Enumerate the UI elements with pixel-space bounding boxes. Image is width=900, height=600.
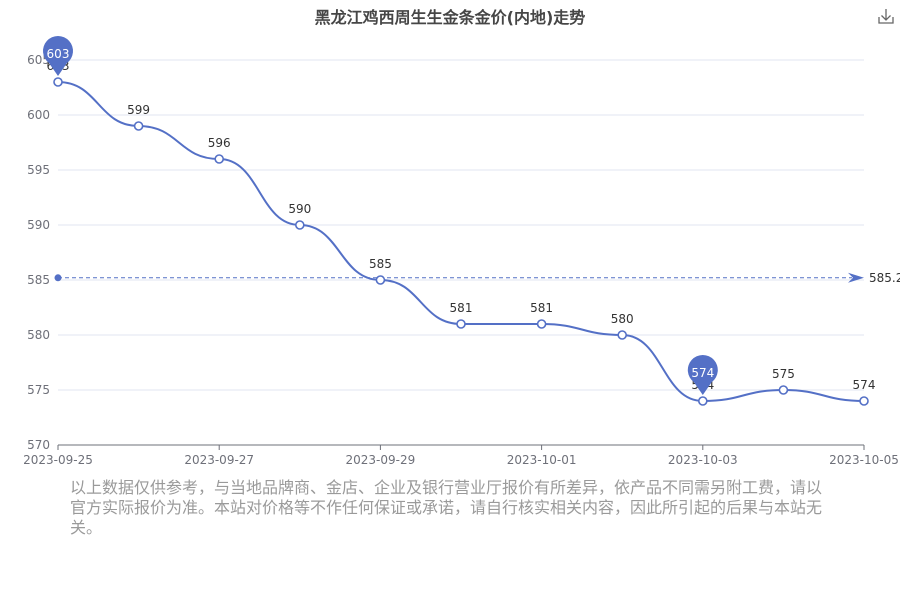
data-point — [294, 220, 305, 230]
y-tick-label: 575 — [27, 383, 50, 397]
chart-title: 黑龙江鸡西周生生金条金价(内地)走势 — [314, 8, 586, 27]
data-label: 574 — [853, 378, 876, 392]
data-point — [536, 319, 547, 329]
min-marker-pin — [687, 355, 718, 395]
y-tick-label: 580 — [27, 328, 50, 342]
data-label: 581 — [530, 301, 553, 315]
data-point — [375, 275, 386, 285]
y-tick-label: 600 — [27, 108, 50, 122]
data-label: 575 — [772, 367, 795, 381]
data-point — [697, 396, 708, 406]
max-marker-pin-label: 603 — [47, 47, 70, 61]
data-point — [214, 154, 224, 164]
y-tick-label: 570 — [27, 438, 50, 452]
max-marker-pin — [43, 36, 73, 76]
data-label: 580 — [611, 312, 634, 326]
y-tick-label: 595 — [27, 163, 50, 177]
data-label: 599 — [127, 103, 150, 117]
data-point — [617, 330, 628, 340]
x-tick-label: 2023-09-25 — [23, 453, 93, 467]
data-label: 590 — [288, 202, 311, 216]
data-label: 581 — [450, 301, 473, 315]
data-label: 585 — [369, 257, 392, 271]
x-tick-label: 2023-10-01 — [507, 453, 577, 467]
data-point — [456, 319, 466, 329]
series-line — [57, 81, 865, 403]
x-tick-label: 2023-10-05 — [829, 453, 899, 467]
data-point — [53, 77, 63, 87]
x-tick-label: 2023-09-27 — [184, 453, 254, 467]
average-line-label: 585.2 — [869, 271, 900, 285]
x-tick-label: 2023-10-03 — [668, 453, 738, 467]
y-tick-label: 590 — [27, 218, 50, 232]
min-marker-pin-label: 574 — [691, 366, 714, 380]
data-point — [859, 396, 869, 406]
disclaimer-text: 以上数据仅供参考，与当地品牌商、金店、企业及银行营业厅报价有所差异，依产品不同需… — [70, 478, 823, 537]
x-tick-label: 2023-09-29 — [346, 453, 416, 467]
data-label: 596 — [208, 136, 231, 150]
data-point — [778, 385, 789, 395]
y-tick-label: 585 — [27, 273, 50, 287]
download-icon[interactable] — [876, 6, 896, 26]
data-point — [133, 121, 144, 131]
average-line-arrow — [848, 272, 864, 283]
